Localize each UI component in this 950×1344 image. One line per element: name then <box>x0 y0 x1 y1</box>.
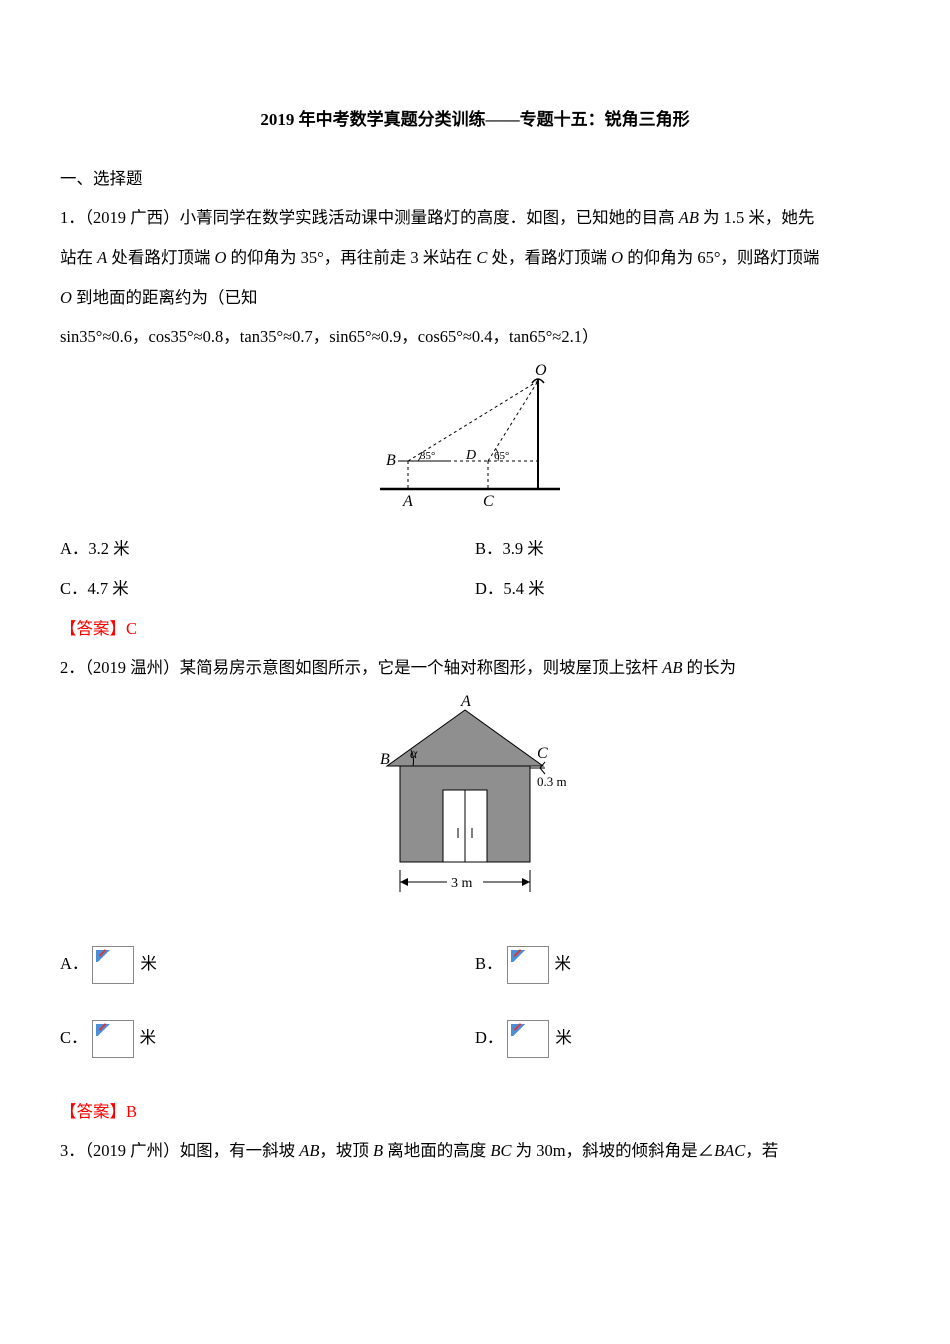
q2-optD-unit: 米 <box>555 1018 572 1058</box>
q1-trig: sin35°≈0.6，cos35°≈0.8，tan35°≈0.7，sin65°≈… <box>60 317 890 357</box>
q1-options-row2: C．4.7 米 D．5.4 米 <box>60 569 890 609</box>
q1-svg-D: D <box>465 448 476 463</box>
q1-line2: 站在 A 处看路灯顶端 O 的仰角为 35°，再往前走 3 米站在 C 处，看路… <box>60 238 890 278</box>
q1-stem-l1: 1．（2019 广西）小菁同学在数学实践活动课中测量路灯的高度．如图，已知她的目… <box>60 208 679 227</box>
q2-optA: A． <box>60 944 88 984</box>
q2-stem: 2．（2019 温州）某简易房示意图如图所示，它是一个轴对称图形，则坡屋顶上弦杆… <box>60 648 890 688</box>
q1-C: C <box>476 248 487 267</box>
q1-answer: 【答案】C <box>60 609 890 649</box>
q1-svg-B: B <box>386 452 396 469</box>
q2-svg-alpha: α <box>410 747 418 762</box>
broken-image-icon <box>92 946 134 984</box>
q2-svg-A: A <box>460 693 471 710</box>
q2-optD: D． <box>475 1018 503 1058</box>
broken-image-icon <box>507 1020 549 1058</box>
q2-options-row2: C． 米 D． 米 <box>60 994 890 1068</box>
q2-optC-unit: 米 <box>140 1018 157 1058</box>
q1-optB: B．3.9 米 <box>475 529 890 569</box>
q1-svg-C: C <box>483 493 494 510</box>
q2-a: 2．（2019 温州）某简易房示意图如图所示，它是一个轴对称图形，则坡屋顶上弦杆 <box>60 658 662 677</box>
q3-B: B <box>373 1141 383 1160</box>
q2-ab: AB <box>662 658 682 677</box>
q1-l2a: 站在 <box>60 248 97 267</box>
q3-AB: AB <box>299 1141 319 1160</box>
q3-BC: BC <box>490 1141 511 1160</box>
q2-options-row1: A． 米 B． 米 <box>60 920 890 994</box>
q1-A: A <box>97 248 107 267</box>
q1-svg-65: 65° <box>494 450 509 462</box>
q3-c: 离地面的高度 <box>383 1141 490 1160</box>
q2-optB-unit: 米 <box>555 944 572 984</box>
q1-optA: A．3.2 米 <box>60 529 475 569</box>
section-heading: 一、选择题 <box>60 159 890 199</box>
q3-BAC: BAC <box>714 1141 745 1160</box>
q2-b: 的长为 <box>682 658 736 677</box>
q3-e: ，若 <box>745 1141 778 1160</box>
q1-diagram: O B 35° D 65° A C <box>60 361 890 526</box>
q2-answer: 【答案】B <box>60 1092 890 1132</box>
q3-stem: 3．（2019 广州）如图，有一斜坡 AB，坡顶 B 离地面的高度 BC 为 3… <box>60 1131 890 1171</box>
q2-diagram: A B α C 0.3 m 3 m <box>60 692 890 917</box>
q1-O2: O <box>611 248 623 267</box>
q2-optB: B． <box>475 944 503 984</box>
broken-image-icon <box>92 1020 134 1058</box>
q2-svg-03: 0.3 m <box>537 774 567 789</box>
q1-l2b: 处看路灯顶端 <box>107 248 214 267</box>
q3-a: 3．（2019 广州）如图，有一斜坡 <box>60 1141 299 1160</box>
q1-ab: AB <box>679 208 699 227</box>
q1-svg-O: O <box>535 362 547 379</box>
broken-image-icon <box>507 946 549 984</box>
q2-svg-3m: 3 m <box>451 876 473 891</box>
q1-optD: D．5.4 米 <box>475 569 890 609</box>
q1-l2c: 的仰角为 35°，再往前走 3 米站在 <box>226 248 476 267</box>
q1-l2e: 的仰角为 65°，则路灯顶端 <box>623 248 819 267</box>
q1-O3: O <box>60 288 72 307</box>
q1-l3b: 到地面的距离约为（已知 <box>72 288 258 307</box>
q1-l2d: 处，看路灯顶端 <box>487 248 611 267</box>
q1-O1: O <box>214 248 226 267</box>
q2-svg-B: B <box>380 751 390 768</box>
q1-stem-l1b: 为 1.5 米，她先 <box>699 208 815 227</box>
q1-line3: O 到地面的距离约为（已知 <box>60 278 890 318</box>
page-title: 2019 年中考数学真题分类训练——专题十五：锐角三角形 <box>60 100 890 141</box>
q2-optC: C． <box>60 1018 88 1058</box>
q3-b: ，坡顶 <box>319 1141 373 1160</box>
q1-svg-A: A <box>402 493 413 510</box>
q2-optA-unit: 米 <box>140 944 157 984</box>
q2-svg-C: C <box>537 745 548 762</box>
q1-options-row1: A．3.2 米 B．3.9 米 <box>60 529 890 569</box>
q1-line1: 1．（2019 广西）小菁同学在数学实践活动课中测量路灯的高度．如图，已知她的目… <box>60 198 890 238</box>
q1-svg-35: 35° <box>420 450 435 462</box>
q1-optC: C．4.7 米 <box>60 569 475 609</box>
q3-d: 为 30m，斜坡的倾斜角是∠ <box>511 1141 714 1160</box>
